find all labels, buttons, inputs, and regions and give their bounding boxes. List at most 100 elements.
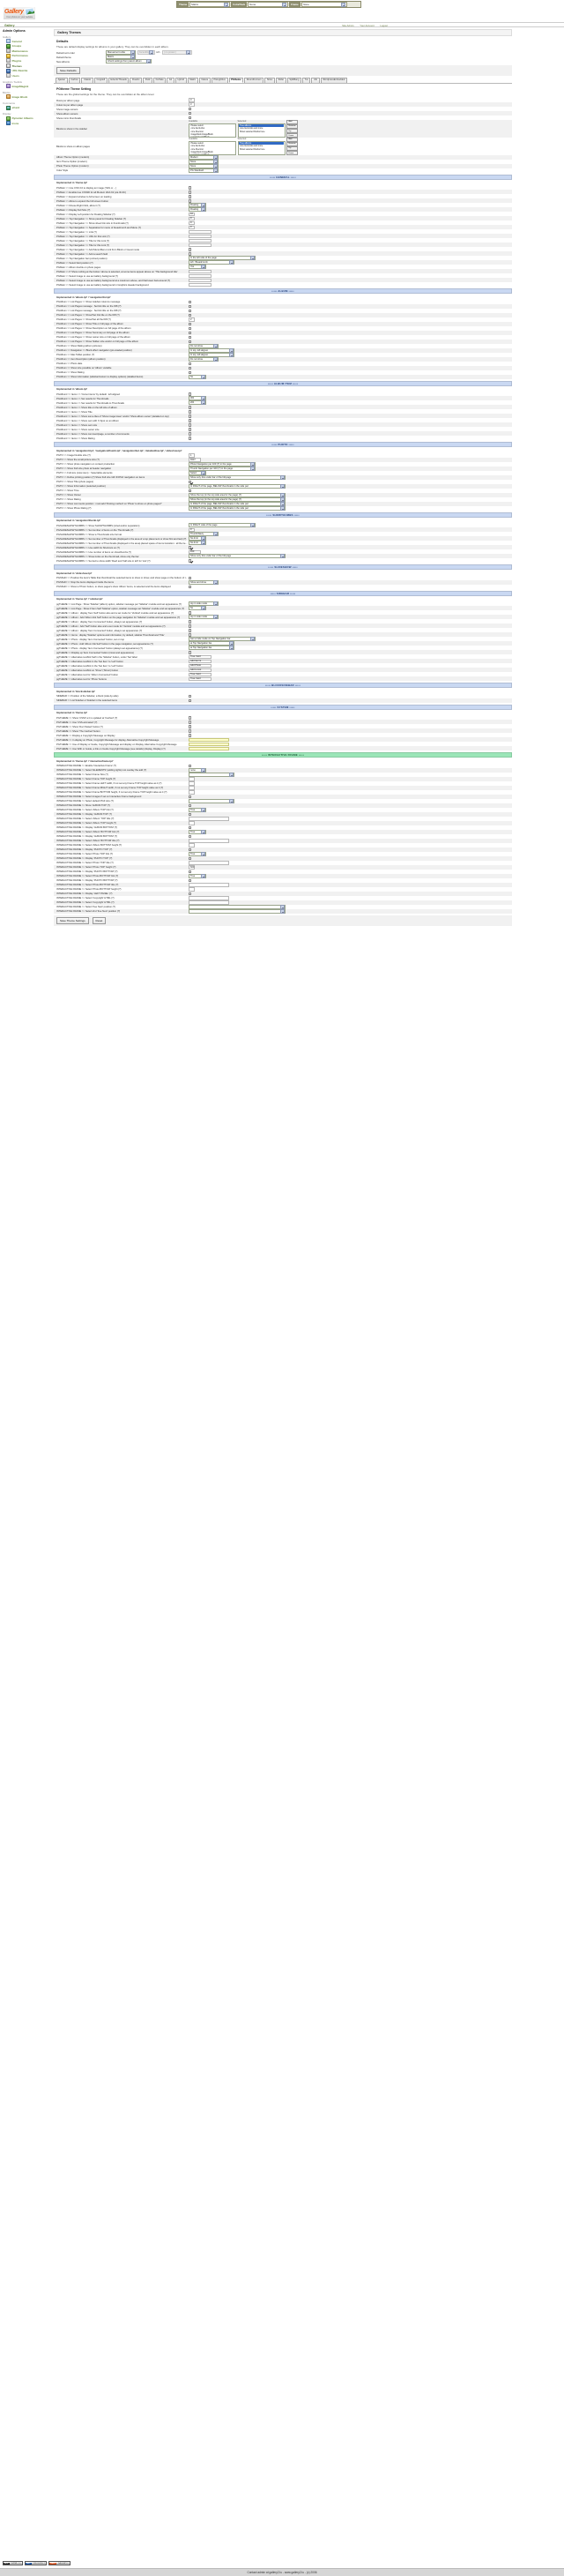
select[interactable]: Tree bbox=[189, 829, 206, 834]
chevron-down-icon[interactable] bbox=[249, 523, 255, 528]
available-listbox[interactable]: Please select core.ItemLinks core.PeerList… bbox=[189, 123, 236, 138]
tab-carbon[interactable]: Carbon bbox=[68, 77, 81, 84]
chevron-down-icon[interactable] bbox=[200, 767, 205, 773]
save-theme-settings-button[interactable]: Save Theme Settings bbox=[56, 916, 89, 924]
list-option[interactable]: Show selected blocks here bbox=[240, 130, 265, 133]
chevron-down-icon[interactable] bbox=[200, 265, 205, 270]
select[interactable] bbox=[189, 772, 234, 777]
tab-matrix[interactable]: Matrix bbox=[187, 77, 198, 84]
list-option[interactable]: Show selected blocks here bbox=[240, 147, 265, 151]
select[interactable]: Thumb/Navig bbox=[189, 532, 219, 537]
checkbox[interactable] bbox=[189, 111, 192, 116]
checkbox[interactable] bbox=[189, 892, 192, 896]
checkbox[interactable] bbox=[189, 834, 192, 839]
select[interactable]: In the left side of the page bbox=[189, 256, 256, 261]
text-input[interactable]: 100 bbox=[189, 549, 201, 555]
text-input[interactable] bbox=[189, 238, 212, 243]
checkbox[interactable] bbox=[189, 559, 192, 563]
tab-pgtheme[interactable]: PGtheme bbox=[228, 77, 244, 84]
text-input[interactable] bbox=[189, 273, 212, 279]
checkbox[interactable] bbox=[189, 878, 192, 883]
chevron-down-icon[interactable] bbox=[186, 50, 191, 55]
select[interactable]: top in side mode bbox=[189, 601, 219, 607]
select[interactable]: Do not show bbox=[189, 356, 219, 362]
text-input[interactable]: Add to List bbox=[189, 668, 212, 673]
checkbox[interactable] bbox=[189, 764, 192, 768]
text-input[interactable] bbox=[189, 896, 229, 900]
chevron-down-icon[interactable] bbox=[279, 904, 285, 909]
chevron-down-icon[interactable] bbox=[200, 873, 205, 878]
list-option[interactable]: core.PeerList bbox=[190, 130, 204, 133]
select[interactable]: none bbox=[189, 767, 206, 773]
chevron-down-icon[interactable] bbox=[200, 851, 205, 856]
text-input[interactable] bbox=[189, 843, 195, 847]
checkbox[interactable] bbox=[189, 795, 192, 799]
chevron-down-icon[interactable] bbox=[228, 260, 234, 265]
sidebar-item-dynamic-albums[interactable]: Dynamic Albums bbox=[6, 116, 53, 121]
chevron-down-icon[interactable] bbox=[130, 50, 135, 55]
text-input[interactable] bbox=[189, 234, 212, 239]
chevron-down-icon[interactable] bbox=[200, 374, 205, 379]
select[interactable]: at Top Navigation bar bbox=[189, 641, 234, 646]
select[interactable]: In RIGHT of the page, BELOW thumbnails i… bbox=[189, 483, 286, 489]
checkbox[interactable] bbox=[189, 107, 192, 111]
list-option[interactable]: search.SearchBlock bbox=[190, 136, 210, 138]
chevron-down-icon[interactable] bbox=[212, 159, 218, 164]
checkbox[interactable] bbox=[189, 725, 192, 728]
tab-fluid[interactable]: Fluid bbox=[143, 77, 152, 84]
checkbox[interactable] bbox=[189, 322, 192, 326]
select[interactable]: In top, left aligned bbox=[189, 352, 234, 357]
select[interactable]: Show only this under bar of the full-pag… bbox=[189, 474, 286, 480]
text-input[interactable]: Tree Card bbox=[189, 676, 212, 682]
select[interactable]: at Top Navigation bar bbox=[189, 646, 234, 651]
checkbox[interactable] bbox=[189, 847, 192, 852]
checkbox[interactable] bbox=[189, 370, 192, 375]
chevron-down-icon[interactable] bbox=[212, 168, 218, 173]
sidebar-item-icons[interactable]: Icons bbox=[6, 121, 53, 126]
select[interactable]: 300 bbox=[189, 396, 206, 401]
tab-tux[interactable]: Tux bbox=[302, 77, 311, 84]
chevron-down-icon[interactable] bbox=[200, 400, 205, 406]
checkbox[interactable] bbox=[189, 313, 192, 317]
checkbox[interactable] bbox=[189, 195, 192, 198]
checkbox[interactable] bbox=[189, 190, 192, 194]
sidebar-item-plugins[interactable]: Plugins bbox=[6, 58, 53, 63]
sidebar-item-performance[interactable]: Performance bbox=[6, 53, 53, 58]
selected-listbox[interactable]: Tree albums core.ItemLinks and more Show s… bbox=[237, 123, 286, 138]
breadcrumb[interactable]: Gallery bbox=[4, 23, 15, 27]
chevron-down-icon[interactable] bbox=[228, 352, 234, 357]
add-button[interactable]: Add bbox=[286, 137, 299, 142]
checkbox[interactable] bbox=[189, 186, 192, 190]
text-input[interactable]: Tree Card bbox=[189, 672, 212, 677]
up-button[interactable]: Up bbox=[286, 146, 299, 151]
select[interactable]: Show and show bbox=[189, 579, 219, 585]
select[interactable]: Tree bbox=[189, 807, 206, 812]
colorpack-select[interactable]: None bbox=[248, 2, 289, 7]
remove-button[interactable]: Remove bbox=[286, 142, 299, 146]
checkbox[interactable] bbox=[189, 825, 192, 830]
select[interactable]: PG Standard bbox=[189, 168, 219, 173]
theme-select[interactable]: Matrix bbox=[189, 2, 231, 7]
site-admin-link[interactable]: Site Admin bbox=[342, 23, 354, 27]
select[interactable]: Photo Navigation per 100 (?) in the page bbox=[189, 461, 256, 467]
checkbox[interactable] bbox=[189, 611, 192, 615]
text-input[interactable] bbox=[189, 883, 229, 887]
checkbox[interactable] bbox=[189, 428, 192, 431]
tab-slider[interactable]: Slider bbox=[275, 77, 286, 84]
chevron-down-icon[interactable] bbox=[200, 396, 205, 401]
checkbox[interactable] bbox=[189, 576, 192, 580]
text-input[interactable] bbox=[189, 746, 229, 751]
checkbox[interactable] bbox=[189, 304, 192, 309]
chevron-down-icon[interactable] bbox=[279, 483, 285, 489]
chevron-down-icon[interactable] bbox=[212, 343, 218, 348]
checkbox[interactable] bbox=[189, 392, 192, 396]
selected-listbox[interactable]: Tree albums core.ItemLinks and more Show s… bbox=[237, 140, 286, 155]
tab-classic[interactable]: Classic bbox=[81, 77, 93, 84]
checkbox[interactable] bbox=[189, 633, 192, 637]
text-input[interactable] bbox=[189, 790, 195, 795]
select[interactable]: 200 bbox=[189, 400, 206, 406]
tab-roundcorners[interactable]: RoundCorners bbox=[244, 77, 264, 84]
select[interactable]: Show only this under bar of the full-pag… bbox=[189, 554, 286, 559]
select[interactable]: No bbox=[189, 606, 206, 611]
tab-forsale[interactable]: ForSale bbox=[152, 77, 167, 84]
